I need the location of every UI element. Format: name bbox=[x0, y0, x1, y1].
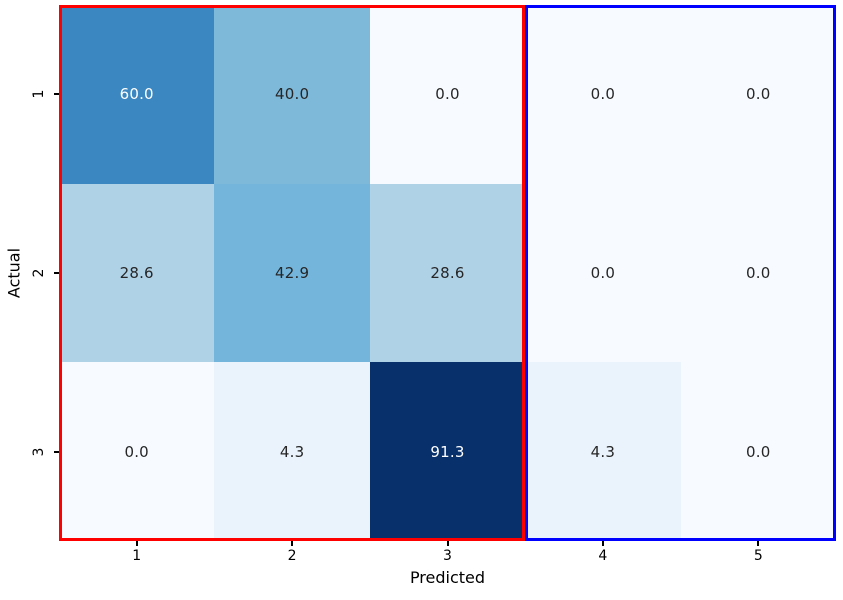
heatmap-cell-r2c3: 28.6 bbox=[369, 183, 526, 363]
y-tick-label: 3 bbox=[31, 447, 47, 457]
heatmap-cell-r2c4: 0.0 bbox=[525, 183, 681, 363]
cell-value: 0.0 bbox=[746, 442, 771, 461]
cell-value: 40.0 bbox=[274, 85, 310, 104]
y-tick-mark bbox=[54, 93, 59, 96]
heatmap-cell-r2c5: 0.0 bbox=[680, 183, 836, 363]
x-tick-mark bbox=[135, 541, 138, 546]
x-axis-label: Predicted bbox=[409, 568, 486, 587]
heatmap-cell-r3c5: 0.0 bbox=[680, 362, 836, 541]
heatmap-cell-r1c2: 40.0 bbox=[214, 5, 370, 184]
y-tick-label: 1 bbox=[31, 89, 47, 99]
heatmap-cell-r2c2: 42.9 bbox=[214, 183, 370, 363]
y-axis: 1 2 3 bbox=[0, 5, 59, 541]
y-axis-label: Actual bbox=[4, 247, 24, 299]
cell-value: 60.0 bbox=[119, 85, 154, 104]
heatmap-cell-r1c4: 0.0 bbox=[525, 5, 681, 184]
heatmap-grid: 60.0 40.0 0.0 0.0 0.0 28.6 42.9 28.6 0.0 0.0 0.0 4.… bbox=[59, 5, 836, 541]
cell-value: 0.0 bbox=[746, 263, 771, 282]
cell-value: 0.0 bbox=[124, 442, 149, 461]
cell-value: 0.0 bbox=[435, 85, 460, 104]
x-tick-label: 4 bbox=[598, 548, 608, 564]
cell-value: 0.0 bbox=[590, 85, 616, 104]
x-tick-label: 1 bbox=[132, 548, 142, 564]
cell-value: 28.6 bbox=[119, 263, 154, 282]
cell-value: 28.6 bbox=[430, 263, 465, 282]
x-tick-mark bbox=[446, 541, 449, 546]
y-tick-mark bbox=[54, 450, 59, 453]
heatmap-cell-r3c1: 0.0 bbox=[59, 362, 215, 541]
x-tick-mark bbox=[291, 541, 294, 546]
x-tick-label: 2 bbox=[287, 548, 297, 564]
x-tick-mark bbox=[757, 541, 760, 546]
cell-value: 91.3 bbox=[430, 442, 465, 461]
x-tick-label: 5 bbox=[753, 548, 763, 564]
cell-value: 4.3 bbox=[279, 442, 305, 461]
cell-value: 4.3 bbox=[590, 442, 616, 461]
x-tick-label: 3 bbox=[443, 548, 452, 564]
heatmap-cell-r1c5: 0.0 bbox=[680, 5, 836, 184]
heatmap-cell-r2c1: 28.6 bbox=[59, 183, 215, 363]
heatmap-cell-r1c3: 0.0 bbox=[369, 5, 526, 184]
y-tick-mark bbox=[54, 272, 59, 274]
x-axis: 1 2 3 4 5 bbox=[59, 541, 836, 569]
heatmap-cell-r3c2: 4.3 bbox=[214, 362, 370, 541]
cell-value: 0.0 bbox=[746, 85, 771, 104]
x-tick-mark bbox=[601, 541, 604, 546]
y-tick-label: 2 bbox=[31, 268, 47, 278]
heatmap-cell-r3c3: 91.3 bbox=[369, 362, 526, 541]
heatmap-cell-r1c1: 60.0 bbox=[59, 5, 215, 184]
cell-value: 0.0 bbox=[590, 263, 616, 282]
heatmap-cell-r3c4: 4.3 bbox=[525, 362, 681, 541]
cell-value: 42.9 bbox=[274, 263, 310, 282]
